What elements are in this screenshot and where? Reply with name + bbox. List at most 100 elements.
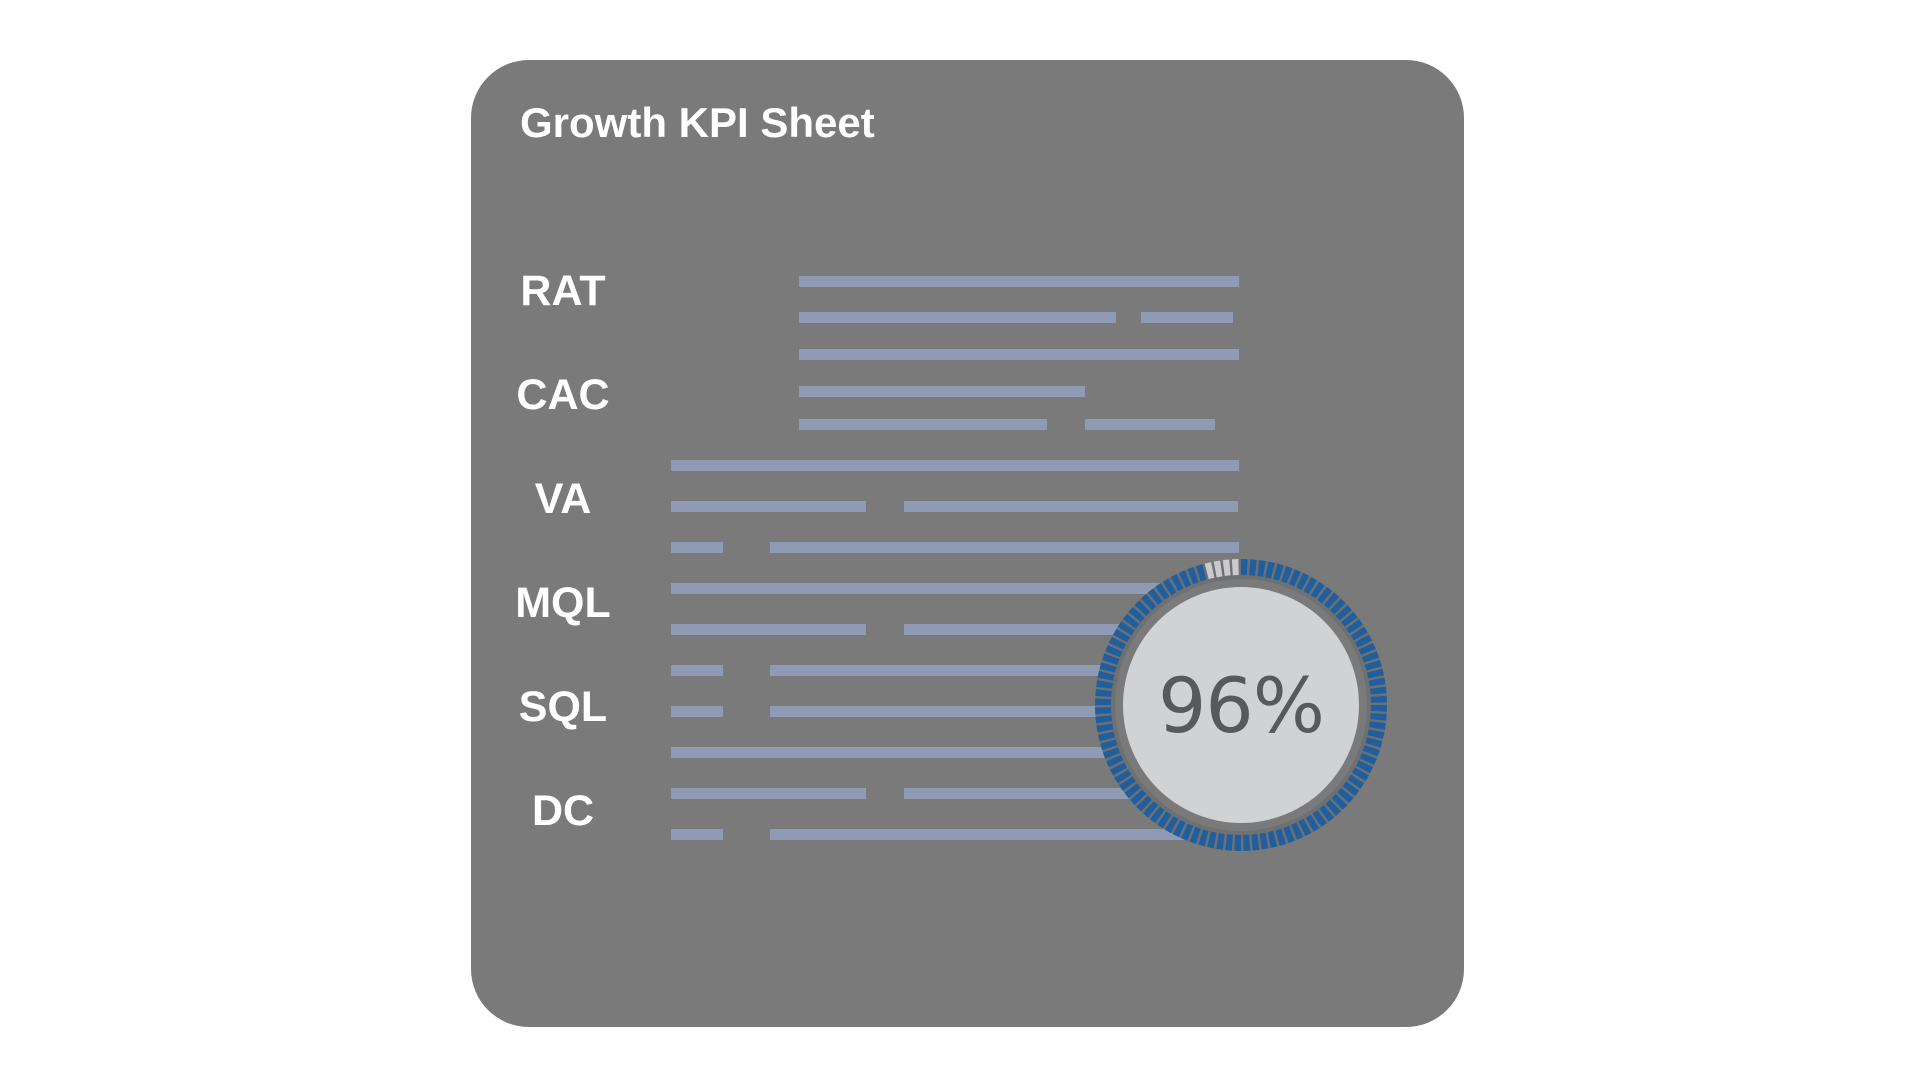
gauge-segment-filled — [1298, 818, 1312, 836]
gauge-segment-filled — [1181, 823, 1194, 841]
gauge-segment-filled — [1216, 833, 1225, 850]
placeholder-line — [1085, 419, 1215, 430]
gauge-segment-filled — [1350, 626, 1368, 641]
gauge-segment-filled — [1119, 776, 1136, 791]
gauge-segment-filled — [1335, 605, 1352, 621]
gauge-segment-filled — [1366, 668, 1384, 679]
gauge-segment-filled — [1096, 680, 1113, 689]
gauge-segment-filled — [1356, 760, 1374, 774]
kpi-label-va: VA — [534, 475, 592, 523]
gauge-face — [1123, 587, 1359, 823]
kpi-label-sql: SQL — [518, 683, 608, 731]
gauge-segment-filled — [1095, 715, 1113, 724]
gauge-segment-empty — [1204, 562, 1215, 580]
gauge-segment-filled — [1317, 586, 1333, 604]
placeholder-line — [904, 788, 1238, 799]
gauge-segment-filled — [1319, 805, 1335, 822]
gauge-segment-filled — [1124, 783, 1141, 799]
gauge-segment-filled — [1281, 566, 1293, 584]
gauge-segment-filled — [1243, 834, 1251, 851]
gauge-segment-filled — [1370, 695, 1387, 703]
gauge-segment-filled — [1296, 572, 1310, 590]
gauge-segment-filled — [1095, 689, 1112, 697]
gauge-segment-filled — [1142, 801, 1159, 818]
gauge-segment-filled — [1351, 767, 1369, 782]
gauge-segment-empty — [1213, 560, 1223, 578]
gauge-segment-filled — [1098, 731, 1116, 742]
gauge-segment-filled — [1249, 559, 1257, 576]
placeholder-line — [671, 747, 1239, 758]
placeholder-line — [904, 624, 1238, 635]
gauge-segment-filled — [1305, 814, 1320, 832]
gauge-segment-filled — [1365, 737, 1383, 748]
kpi-label-dc: DC — [531, 787, 595, 835]
gauge-segment-empty — [1231, 559, 1239, 576]
gauge-segment-filled — [1241, 559, 1248, 576]
placeholder-line — [770, 665, 1239, 676]
placeholder-line — [671, 829, 723, 840]
placeholder-line — [799, 419, 1047, 430]
gauge-segment-filled — [1207, 831, 1217, 849]
placeholder-line — [671, 583, 1239, 594]
gauge-segment-filled — [1354, 634, 1372, 648]
gauge-segment-filled — [1106, 754, 1124, 768]
sheet-title: Growth KPI Sheet — [520, 99, 875, 146]
gauge-segment-filled — [1303, 577, 1318, 595]
gauge-segment-filled — [1141, 594, 1157, 611]
placeholder-line — [671, 706, 723, 717]
progress-gauge: 96% — [1092, 556, 1390, 854]
gauge-segment-filled — [1095, 698, 1112, 705]
gauge-segment-filled — [1136, 795, 1153, 812]
gauge-segment-filled — [1110, 762, 1128, 776]
gauge-segment-filled — [1342, 781, 1360, 797]
gauge-value: 96% — [1158, 660, 1325, 750]
placeholder-line — [671, 542, 723, 553]
gauge-segment-filled — [1265, 561, 1275, 579]
placeholder-line — [671, 460, 1239, 471]
gauge-segment-filled — [1362, 745, 1380, 757]
gauge-segment-filled — [1273, 563, 1284, 581]
gauge-segment-filled — [1337, 787, 1354, 804]
gauge-segment-filled — [1149, 806, 1165, 824]
gauge-segment-filled — [1117, 621, 1135, 636]
gauge-segment-filled — [1147, 588, 1163, 605]
placeholder-line — [770, 542, 1239, 553]
gauge-segment-filled — [1113, 628, 1131, 643]
gauge-segment-filled — [1331, 793, 1348, 810]
gauge-segment-filled — [1108, 636, 1126, 650]
gauge-segment-filled — [1225, 834, 1233, 851]
gauge-segment-filled — [1157, 811, 1172, 829]
gauge-segment-filled — [1170, 574, 1184, 592]
gauge-segment-filled — [1102, 747, 1121, 759]
gauge-segment-filled — [1358, 642, 1376, 656]
gauge-segment-filled — [1234, 834, 1241, 851]
gauge-segment-filled — [1341, 611, 1358, 627]
gauge-segment-filled — [1370, 705, 1387, 712]
placeholder-line — [671, 624, 866, 635]
gauge-segment-filled — [1195, 564, 1207, 582]
gauge-segment-filled — [1128, 606, 1145, 623]
placeholder-line — [770, 829, 1239, 840]
gauge-segment-filled — [1257, 560, 1266, 577]
placeholder-line — [799, 276, 1239, 287]
gauge-segment-filled — [1251, 833, 1260, 851]
gauge-segment-filled — [1155, 583, 1170, 600]
gauge-segment-filled — [1329, 598, 1346, 615]
placeholder-line — [671, 788, 866, 799]
gauge-segment-filled — [1359, 752, 1377, 765]
gauge-segment-filled — [1290, 822, 1304, 840]
gauge-segment-filled — [1370, 713, 1387, 721]
gauge-segment-filled — [1187, 566, 1199, 585]
gauge-segment-filled — [1114, 769, 1132, 784]
gauge-segment-filled — [1189, 826, 1201, 844]
placeholder-line — [1141, 312, 1233, 323]
gauge-ring — [1095, 559, 1387, 851]
placeholder-line — [671, 665, 723, 676]
placeholder-line — [799, 312, 1116, 323]
gauge-segment-filled — [1134, 600, 1151, 617]
kpi-label-rat: RAT — [520, 267, 606, 315]
gauge-segment-filled — [1275, 828, 1287, 846]
placeholder-line — [770, 706, 1239, 717]
gauge-segment-filled — [1346, 619, 1363, 634]
